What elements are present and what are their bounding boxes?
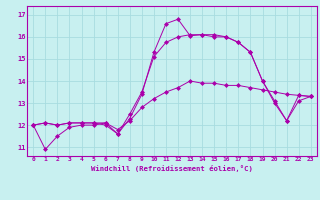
X-axis label: Windchill (Refroidissement éolien,°C): Windchill (Refroidissement éolien,°C): [91, 165, 253, 172]
